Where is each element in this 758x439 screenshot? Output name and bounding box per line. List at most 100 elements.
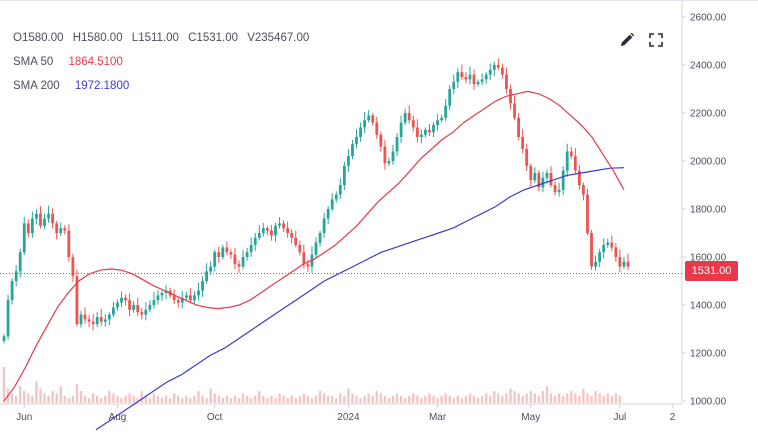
volume-bar	[233, 395, 237, 403]
volume-bar	[444, 393, 447, 403]
volume-bar	[298, 395, 301, 403]
volume-bar	[160, 398, 164, 403]
volume-bar	[104, 395, 107, 403]
sma200-line	[95, 167, 625, 431]
volume-bar	[306, 395, 310, 403]
candle-body	[436, 120, 439, 125]
candle-body	[10, 281, 14, 301]
candle-body	[456, 72, 460, 82]
candle-body	[509, 89, 512, 104]
pencil-icon[interactable]	[618, 31, 636, 49]
price-tick-label: 1200.00	[690, 349, 727, 360]
candle-body	[553, 185, 557, 193]
volume-bar	[468, 393, 472, 403]
candle-body	[355, 137, 358, 145]
open-value: O1580.00	[13, 32, 64, 44]
volume-bar	[570, 391, 573, 403]
sma50-label: SMA 50	[13, 56, 54, 68]
candle-body	[79, 314, 83, 325]
volume-bar	[464, 395, 468, 403]
candle-body	[460, 72, 464, 77]
volume-bar	[249, 398, 253, 403]
volume-bar	[148, 398, 152, 403]
candle-body	[160, 293, 164, 296]
candle-body	[379, 134, 383, 147]
volume-bar	[75, 383, 79, 403]
candle-body	[188, 295, 192, 301]
candle-body	[140, 312, 144, 315]
candle-body	[286, 228, 290, 233]
volume-bar	[241, 393, 245, 403]
candle-body	[261, 228, 265, 233]
volume-bar	[294, 398, 297, 403]
candle-body	[484, 74, 488, 80]
candle-body	[330, 199, 334, 209]
candle-body	[229, 252, 233, 255]
candle-body	[35, 213, 38, 219]
volume-bar	[586, 393, 589, 403]
candle-body	[197, 290, 200, 296]
time-tick-label: Aug	[109, 412, 127, 423]
candle-body	[432, 125, 435, 133]
candle-body	[500, 67, 504, 75]
volume-bar	[420, 398, 423, 403]
candle-body	[14, 271, 18, 281]
candle-body	[172, 295, 176, 301]
candle-body	[136, 305, 140, 313]
candle-body	[30, 218, 34, 233]
volume-bar	[290, 395, 293, 403]
price-axis[interactable]: 2600.00 2400.00 2200.00 2000.00 1800.00 1600.…	[682, 13, 727, 408]
volume-bar	[363, 395, 366, 403]
volume-bar	[553, 395, 557, 403]
sma200-legend[interactable]: SMA 200 1972.1800	[13, 80, 129, 92]
candle-body	[91, 321, 95, 325]
candle-body	[419, 134, 423, 137]
candle-body	[577, 170, 581, 185]
candle-body	[6, 300, 10, 337]
volume-bar	[213, 393, 216, 403]
volume-bar	[258, 391, 261, 403]
candle-body	[351, 144, 354, 157]
volume-bar	[136, 398, 139, 403]
candle-body	[116, 302, 119, 308]
volume-bar	[606, 393, 609, 403]
volume-bar	[177, 395, 180, 403]
candle-body	[480, 79, 484, 82]
volume-bar	[217, 395, 220, 403]
volume-bar	[339, 393, 342, 403]
candle-body	[505, 74, 508, 89]
volume-bar	[237, 398, 241, 403]
candle-body	[440, 117, 444, 121]
volume-bar	[484, 393, 488, 403]
volume-bar	[51, 391, 54, 403]
candle-body	[602, 245, 606, 253]
volume-bar	[521, 395, 524, 403]
candle-body	[156, 295, 160, 301]
volume-bar	[331, 395, 334, 403]
volume-bar	[282, 395, 285, 403]
candle-body	[371, 115, 375, 123]
candle-body	[541, 177, 545, 188]
candle-body	[314, 242, 318, 255]
candle-body	[75, 276, 79, 325]
candle-body	[468, 74, 472, 80]
candle-body	[282, 223, 285, 229]
candle-body	[424, 129, 427, 135]
time-tick-label: Jun	[16, 412, 32, 423]
candle-body	[375, 122, 379, 135]
volume-bar	[517, 393, 520, 403]
volume-bar	[505, 393, 508, 403]
volume-bar	[545, 386, 549, 403]
time-axis[interactable]: Jun Aug Oct 2024 Mar May Jul 2	[16, 404, 676, 423]
candle-body	[549, 173, 553, 185]
volume-bar	[55, 393, 58, 403]
candle-body	[225, 247, 229, 253]
sma50-legend[interactable]: SMA 50 1864.5100	[13, 56, 123, 68]
volume-bar	[221, 398, 225, 403]
volume-bar	[602, 395, 605, 403]
candle-body	[148, 305, 152, 310]
volume-bar	[476, 398, 480, 403]
fullscreen-icon[interactable]	[647, 31, 665, 49]
